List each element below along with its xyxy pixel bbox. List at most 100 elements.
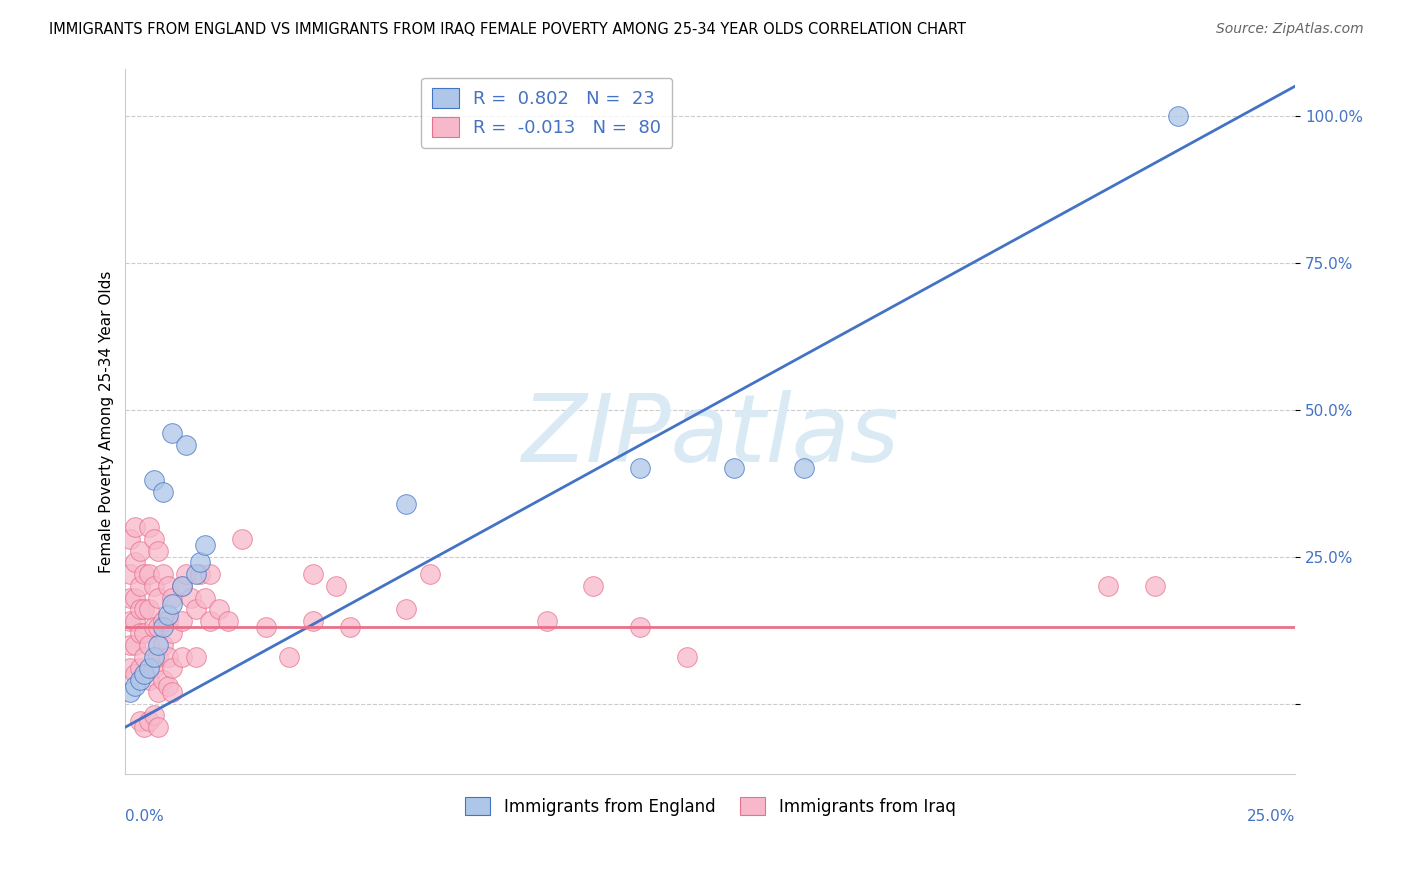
Point <box>124 520 146 534</box>
Point <box>152 638 174 652</box>
Point <box>162 597 184 611</box>
Point <box>138 673 160 687</box>
Point <box>1143 579 1166 593</box>
Point <box>156 614 179 628</box>
Point <box>180 591 202 605</box>
Point <box>170 649 193 664</box>
Point <box>120 638 142 652</box>
Text: 25.0%: 25.0% <box>1247 809 1295 824</box>
Point <box>174 567 197 582</box>
Point <box>184 602 207 616</box>
Point <box>162 626 184 640</box>
Point <box>142 708 165 723</box>
Text: ZIPatlas: ZIPatlas <box>522 390 900 481</box>
Point <box>120 661 142 675</box>
Point <box>198 614 221 628</box>
Point <box>152 567 174 582</box>
Point <box>142 649 165 664</box>
Point <box>419 567 441 582</box>
Point <box>120 591 142 605</box>
Point <box>628 620 651 634</box>
Point <box>138 661 160 675</box>
Point <box>134 720 156 734</box>
Point <box>156 679 179 693</box>
Point <box>628 461 651 475</box>
Point <box>152 620 174 634</box>
Point <box>170 614 193 628</box>
Point <box>120 614 142 628</box>
Point <box>156 608 179 623</box>
Point <box>184 649 207 664</box>
Point <box>138 638 160 652</box>
Point <box>395 497 418 511</box>
Point <box>120 685 142 699</box>
Point <box>278 649 301 664</box>
Point <box>120 567 142 582</box>
Point <box>128 714 150 729</box>
Point <box>208 602 231 616</box>
Point <box>128 602 150 616</box>
Point <box>148 649 170 664</box>
Point <box>148 685 170 699</box>
Point <box>148 720 170 734</box>
Point <box>134 567 156 582</box>
Point <box>138 714 160 729</box>
Point <box>194 538 217 552</box>
Point <box>152 614 174 628</box>
Point <box>676 649 699 664</box>
Point <box>134 626 156 640</box>
Point <box>128 661 150 675</box>
Point <box>170 579 193 593</box>
Point <box>582 579 605 593</box>
Point <box>174 438 197 452</box>
Point <box>339 620 361 634</box>
Point <box>142 532 165 546</box>
Point <box>188 556 211 570</box>
Point <box>148 543 170 558</box>
Point <box>254 620 277 634</box>
Point <box>198 567 221 582</box>
Point <box>148 638 170 652</box>
Text: Source: ZipAtlas.com: Source: ZipAtlas.com <box>1216 22 1364 37</box>
Text: IMMIGRANTS FROM ENGLAND VS IMMIGRANTS FROM IRAQ FEMALE POVERTY AMONG 25-34 YEAR : IMMIGRANTS FROM ENGLAND VS IMMIGRANTS FR… <box>49 22 966 37</box>
Point <box>134 602 156 616</box>
Point <box>156 649 179 664</box>
Point <box>124 614 146 628</box>
Point <box>138 520 160 534</box>
Point <box>301 567 323 582</box>
Point <box>162 661 184 675</box>
Point <box>124 679 146 693</box>
Point <box>395 602 418 616</box>
Point <box>142 620 165 634</box>
Point <box>1167 109 1189 123</box>
Point <box>162 591 184 605</box>
Point <box>124 556 146 570</box>
Point <box>536 614 558 628</box>
Point <box>723 461 745 475</box>
Point <box>120 532 142 546</box>
Point <box>152 484 174 499</box>
Point <box>124 591 146 605</box>
Point <box>170 579 193 593</box>
Point <box>134 667 156 681</box>
Point <box>184 567 207 582</box>
Point <box>231 532 253 546</box>
Point <box>138 602 160 616</box>
Point <box>325 579 347 593</box>
Text: 0.0%: 0.0% <box>125 809 165 824</box>
Point <box>142 473 165 487</box>
Point <box>217 614 239 628</box>
Point <box>142 579 165 593</box>
Point <box>188 567 211 582</box>
Point <box>152 673 174 687</box>
Point <box>162 426 184 441</box>
Point <box>134 649 156 664</box>
Legend: Immigrants from England, Immigrants from Iraq: Immigrants from England, Immigrants from… <box>458 790 962 822</box>
Point <box>124 638 146 652</box>
Point <box>148 620 170 634</box>
Point <box>148 591 170 605</box>
Point <box>142 661 165 675</box>
Point <box>1097 579 1119 593</box>
Point <box>128 543 150 558</box>
Point <box>162 685 184 699</box>
